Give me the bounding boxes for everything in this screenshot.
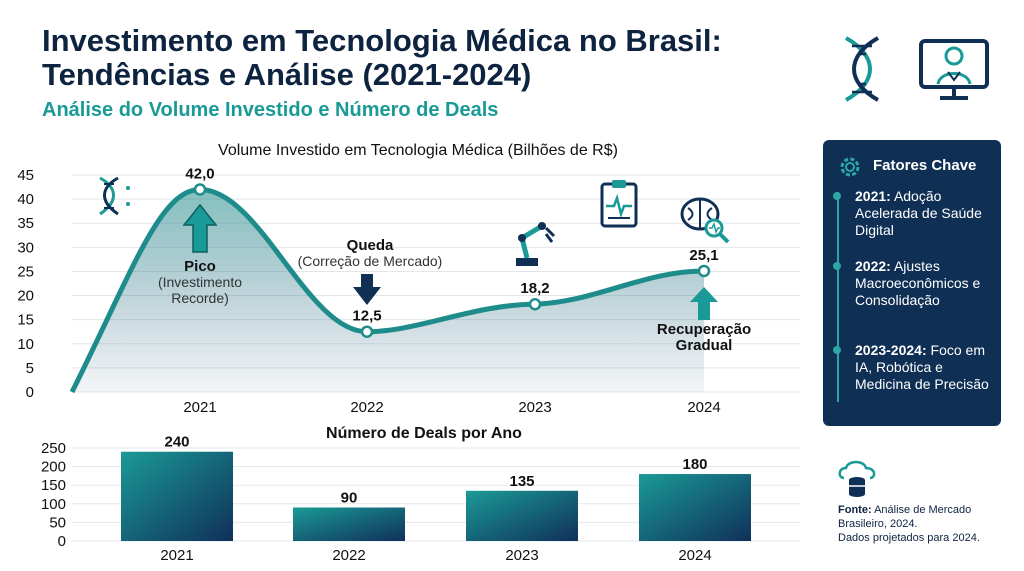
bar-value-label: 135 — [509, 473, 534, 490]
bar-value-label: 240 — [164, 434, 189, 451]
x-tick-label: 2022 — [350, 399, 383, 416]
source-text: Análise de Mercado Brasileiro, 2024. — [838, 504, 972, 530]
volume-line — [69, 186, 705, 394]
up-arrow-icon — [690, 287, 718, 320]
y-tick-label: 25 — [17, 263, 34, 280]
data-label: 42,0 — [185, 165, 214, 182]
x-tick-label: 2021 — [183, 399, 216, 416]
y-tick-label: 35 — [17, 215, 34, 232]
y-tick-label: 200 — [41, 459, 66, 476]
title-line-1: Investimento em Tecnologia Médica no Bra… — [42, 23, 722, 58]
brain-magnifier-icon — [680, 197, 730, 244]
page-subtitle: Análise do Volume Investido e Número de … — [42, 99, 499, 121]
up-arrow-icon — [182, 203, 218, 253]
annotation-text: Gradual — [676, 337, 733, 354]
y-tick-label: 45 — [17, 167, 34, 184]
bar-value-label: 90 — [341, 490, 358, 507]
y-tick-label: 150 — [41, 477, 66, 494]
key-factors-title: Fatores Chave — [873, 157, 977, 174]
key-factors-header: Fatores Chave — [837, 154, 997, 180]
data-label: 18,2 — [520, 280, 549, 297]
timeline-dot — [833, 192, 841, 200]
volume-area — [72, 189, 704, 392]
data-label: 12,5 — [352, 308, 381, 325]
y-tick-label: 15 — [17, 312, 34, 329]
y-tick-label: 0 — [26, 384, 34, 401]
doctor-monitor-icon — [918, 38, 990, 109]
key-factors-panel: Fatores Chave 2021: Adoção Acelerada de … — [823, 140, 1001, 426]
y-tick-label: 10 — [17, 336, 34, 353]
factor-text: Ajustes Macroeconômicos e Consolidação — [855, 258, 981, 308]
dna-icon — [99, 176, 130, 216]
bar-value-label: 180 — [682, 456, 707, 473]
title-line-2: Tendências e Análise (2021-2024) — [42, 57, 532, 92]
deals-bar-chart: Número de Deals por Ano 050100150200250 … — [41, 425, 800, 564]
bar — [466, 490, 578, 541]
bar — [293, 507, 405, 541]
clipboard-ecg-icon — [600, 180, 638, 228]
y-tick-label: 5 — [26, 360, 34, 377]
page-title: Investimento em Tecnologia Médica no Bra… — [42, 24, 722, 92]
annotation-text: (Correção de Mercado) — [298, 253, 443, 269]
bar-chart-title: Número de Deals por Ano — [326, 425, 522, 442]
x-tick-label: 2021 — [160, 547, 193, 564]
data-point — [360, 325, 374, 338]
factor-item: 2023-2024: Foco em IA, Robótica e Medici… — [833, 342, 995, 393]
factor-text: Foco em IA, Robótica e Medicina de Preci… — [855, 342, 989, 392]
y-tick-label: 0 — [58, 533, 66, 550]
line-chart-title: Volume Investido em Tecnologia Médica (B… — [218, 142, 618, 159]
timeline-dot — [833, 262, 841, 270]
volume-area-chart: Volume Investido em Tecnologia Médica (B… — [17, 142, 800, 416]
x-tick-label: 2022 — [332, 547, 365, 564]
y-tick-label: 40 — [17, 191, 34, 208]
factor-label: 2022: — [855, 258, 891, 274]
data-label: 25,1 — [689, 247, 718, 264]
y-tick-label: 250 — [41, 440, 66, 457]
y-tick-label: 100 — [41, 496, 66, 513]
bar — [121, 451, 233, 541]
annotation-title: Queda — [347, 237, 394, 254]
timeline-dot — [833, 346, 841, 354]
y-tick-label: 50 — [49, 514, 66, 531]
annotation-text: Recorde) — [171, 290, 229, 306]
factor-item: 2022: Ajustes Macroeconômicos e Consolid… — [833, 258, 995, 309]
factor-label: 2021: — [855, 188, 891, 204]
x-tick-label: 2023 — [505, 547, 538, 564]
gear-icon — [837, 154, 863, 185]
down-arrow-icon — [353, 274, 381, 305]
x-tick-label: 2024 — [678, 547, 711, 564]
data-point — [697, 264, 711, 278]
y-tick-label: 20 — [17, 288, 34, 305]
data-point — [528, 297, 542, 311]
source-note: Fonte: Análise de Mercado Brasileiro, 20… — [838, 503, 1018, 545]
x-tick-label: 2024 — [687, 399, 720, 416]
robot-arm-icon — [516, 222, 556, 266]
annotation-text: (Investimento — [158, 274, 242, 290]
bar — [639, 474, 751, 541]
source-projection-note: Dados projetados para 2024. — [838, 532, 980, 544]
data-point — [193, 183, 207, 196]
y-tick-label: 30 — [17, 239, 34, 256]
annotation-title: Pico — [184, 258, 216, 275]
x-tick-label: 2023 — [518, 399, 551, 416]
cloud-database-icon — [836, 458, 878, 505]
annotation-title: Recuperação — [657, 321, 751, 338]
factor-label: 2023-2024: — [855, 342, 927, 358]
timeline-line — [837, 192, 839, 402]
dna-icon — [836, 34, 888, 109]
source-label: Fonte: — [838, 504, 872, 516]
factor-text: Adoção Acelerada de Saúde Digital — [855, 188, 982, 238]
factor-item: 2021: Adoção Acelerada de Saúde Digital — [833, 188, 995, 239]
